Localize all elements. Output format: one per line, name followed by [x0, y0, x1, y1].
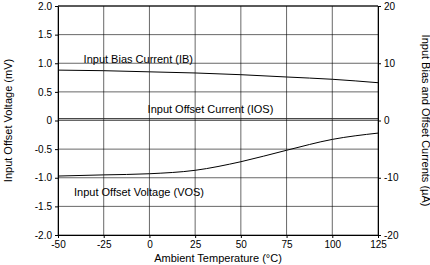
tick-label: -0.5 [35, 144, 53, 155]
tick: -25 [97, 235, 112, 250]
tick-label: -50 [51, 239, 66, 250]
tick-label: -2.0 [35, 230, 53, 241]
grid-line-y [58, 177, 378, 178]
tick-label: 1.0 [38, 58, 52, 69]
tick-mark [149, 235, 150, 238]
tick-mark [55, 235, 58, 236]
tick: 20 [378, 1, 396, 12]
tick-mark [378, 63, 381, 64]
tick-label: -10 [384, 172, 399, 183]
series-label: Input Bias Current (IB) [84, 53, 193, 65]
series-line [58, 133, 378, 176]
series-group [58, 70, 378, 176]
tick-label: 20 [384, 1, 396, 12]
y2-axis-title: Input Bias and Offset Currents (µA) [420, 35, 430, 207]
tick-mark [55, 149, 58, 150]
series-label: Input Offset Voltage (VOS) [74, 186, 204, 198]
tick: -10 [378, 172, 399, 183]
tick-label: 0 [147, 239, 153, 250]
tick-mark [378, 235, 381, 236]
tick-label: 75 [282, 239, 294, 250]
grid [58, 6, 378, 235]
tick: 75 [282, 235, 294, 250]
tick-label: 0.5 [38, 87, 52, 98]
tick-mark [378, 6, 381, 7]
tick: -0.5 [35, 144, 58, 155]
tick-mark [55, 6, 58, 7]
tick-label: 1.5 [38, 29, 52, 40]
grid-line-y [58, 6, 378, 7]
grid-line-y [58, 120, 378, 121]
tick-label: -25 [97, 239, 112, 250]
tick-mark [55, 121, 58, 122]
series-label: Input Offset Current (IOS) [148, 103, 274, 115]
grid-line-y [58, 235, 378, 236]
y-axis-title: Input Offset Voltage (mV) [2, 59, 14, 182]
tick: 1.0 [38, 58, 58, 69]
tick: 10 [378, 58, 396, 69]
tick-label: -20 [384, 230, 399, 241]
tick-mark [287, 235, 288, 238]
tick-label: 50 [236, 239, 248, 250]
grid-line-y [58, 149, 378, 150]
axis-line [58, 7, 59, 236]
grid-line-y [58, 91, 378, 92]
tick: -1.5 [35, 201, 58, 212]
tick-mark [55, 206, 58, 207]
tick-label: 0 [46, 115, 52, 126]
tick-label: -1.5 [35, 201, 53, 212]
series-line [58, 118, 378, 119]
tick: -1.0 [35, 172, 58, 183]
tick: 1.5 [38, 29, 58, 40]
tick-mark [195, 235, 196, 238]
tick-mark [104, 235, 105, 238]
tick: 0 [46, 115, 58, 126]
x-axis-title: Ambient Temperature (°C) [154, 252, 282, 264]
tick-label: 10 [384, 58, 396, 69]
series-line [58, 70, 378, 83]
tick: -2.0 [35, 230, 58, 241]
tick: -50 [51, 235, 66, 250]
tick-mark [378, 178, 381, 179]
tick: -20 [378, 230, 399, 241]
y2-axis: 20 10 0 -10 -20 [378, 1, 399, 241]
x-axis: -50 -25 0 25 50 75 100 125 [51, 235, 387, 250]
grid-line-y [58, 206, 378, 207]
tick: 0 [147, 235, 153, 250]
tick-label: 2.0 [38, 1, 52, 12]
tick-label: 0 [384, 115, 390, 126]
tick: 50 [236, 235, 248, 250]
tick: 25 [190, 235, 202, 250]
y-axis: 2.0 1.5 1.0 0.5 0 -0.5 -1.0 -1.5 -2.0 [35, 1, 59, 241]
tick-mark [55, 63, 58, 64]
axis-line [59, 235, 379, 236]
tick-mark [55, 178, 58, 179]
tick-mark [241, 235, 242, 238]
tick: 100 [324, 235, 341, 250]
plot: -50-2502550751001252.01.51.00.50-0.5-1.0… [35, 1, 399, 250]
tick-mark [55, 92, 58, 93]
tick-label: 125 [370, 239, 387, 250]
tick: 0.5 [38, 87, 58, 98]
tick-mark [378, 121, 381, 122]
frame [58, 6, 378, 7]
tick-mark [55, 35, 58, 36]
tick-mark [332, 235, 333, 238]
tick: 2.0 [38, 1, 58, 12]
tick-label: 25 [190, 239, 202, 250]
tick-label: -1.0 [35, 172, 53, 183]
tick: 0 [378, 115, 390, 126]
tick-label: 100 [324, 239, 341, 250]
grid-line-y [58, 34, 378, 35]
